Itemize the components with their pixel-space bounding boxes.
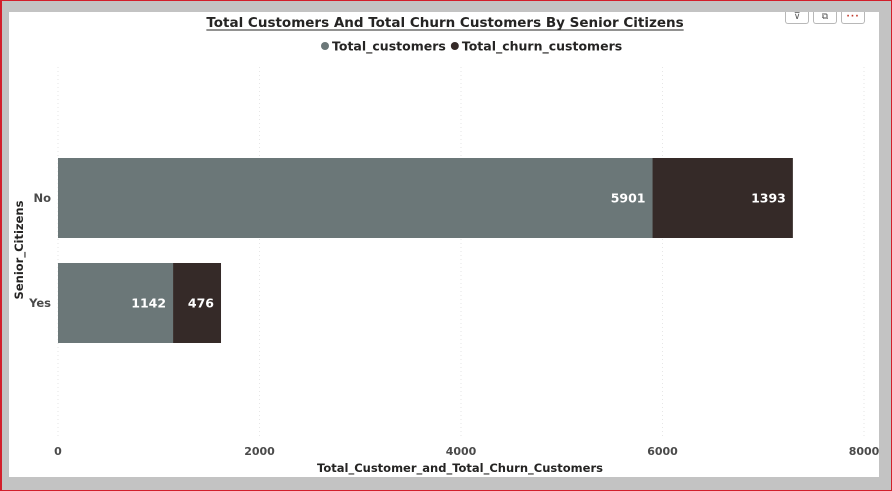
legend-marker-0 bbox=[321, 42, 329, 50]
chart-title: Total Customers And Total Churn Customer… bbox=[206, 15, 683, 31]
data-label-yes-0: 1142 bbox=[131, 296, 166, 311]
bar-yes-1[interactable] bbox=[173, 263, 222, 343]
category-label-yes: Yes bbox=[28, 296, 51, 310]
bar-yes-0[interactable] bbox=[58, 263, 174, 343]
x-tick-2: 4000 bbox=[446, 445, 477, 458]
visual-header: ⊽ ⧉ ··· bbox=[785, 12, 865, 24]
x-tick-3: 6000 bbox=[647, 445, 678, 458]
category-labels: No Yes bbox=[28, 191, 51, 310]
gridlines bbox=[57, 67, 865, 437]
x-tick-1: 2000 bbox=[244, 445, 275, 458]
legend-label-0[interactable]: Total_customers bbox=[332, 39, 446, 55]
x-axis-title: Total_Customer_and_Total_Churn_Customers bbox=[317, 461, 603, 476]
legend-label-1[interactable]: Total_churn_customers bbox=[462, 39, 622, 55]
legend: Total_customers Total_churn_customers bbox=[321, 39, 622, 55]
data-label-yes-1: 476 bbox=[188, 296, 214, 311]
y-axis-title: Senior_Citizens bbox=[12, 200, 27, 299]
chart-visual[interactable]: ⊽ ⧉ ··· Total Customers And Total Churn … bbox=[9, 12, 879, 477]
chart-svg: Total Customers And Total Churn Customer… bbox=[12, 15, 879, 476]
x-tick-4: 8000 bbox=[849, 445, 879, 458]
data-label-no-0: 5901 bbox=[611, 191, 646, 206]
legend-marker-1 bbox=[450, 42, 459, 50]
focus-mode-icon[interactable]: ⧉ bbox=[813, 12, 837, 24]
x-tick-labels: 0 2000 4000 6000 8000 bbox=[54, 445, 879, 458]
bar-no-1[interactable] bbox=[652, 158, 793, 238]
bars bbox=[58, 158, 793, 343]
more-options-icon[interactable]: ··· bbox=[841, 12, 865, 24]
bar-no-0[interactable] bbox=[58, 158, 653, 238]
data-label-no-1: 1393 bbox=[751, 191, 786, 206]
x-tick-0: 0 bbox=[54, 445, 62, 458]
data-labels: 5901 1393 1142 476 bbox=[131, 191, 786, 311]
category-label-no: No bbox=[33, 191, 51, 205]
filter-icon[interactable]: ⊽ bbox=[785, 12, 809, 24]
